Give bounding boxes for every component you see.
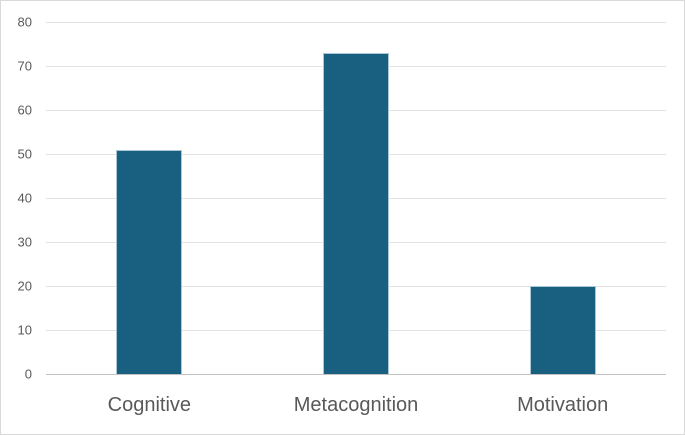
x-axis-line [46,374,666,375]
y-tick-label-20: 20 [17,278,32,294]
category-label-cognitive: Cognitive [107,394,192,416]
y-tick-label-0: 0 [24,366,32,382]
category-label-motivation: Motivation [517,394,609,416]
bar-motivation [529,286,596,374]
y-tick-label-50: 50 [17,146,32,162]
y-tick-label-80: 80 [17,14,32,30]
y-tick-label-30: 30 [17,234,32,250]
y-tick-label-70: 70 [17,58,32,74]
category-label-metacognition: Metacognition [293,394,419,416]
y-tick-label-10: 10 [17,322,32,338]
bar-metacognition [323,52,389,374]
plot-area [46,22,666,375]
bar-cognitive [116,149,183,374]
y-tick-label-60: 60 [17,102,32,118]
y-tick-label-40: 40 [17,190,32,206]
gridline-80 [46,22,666,23]
